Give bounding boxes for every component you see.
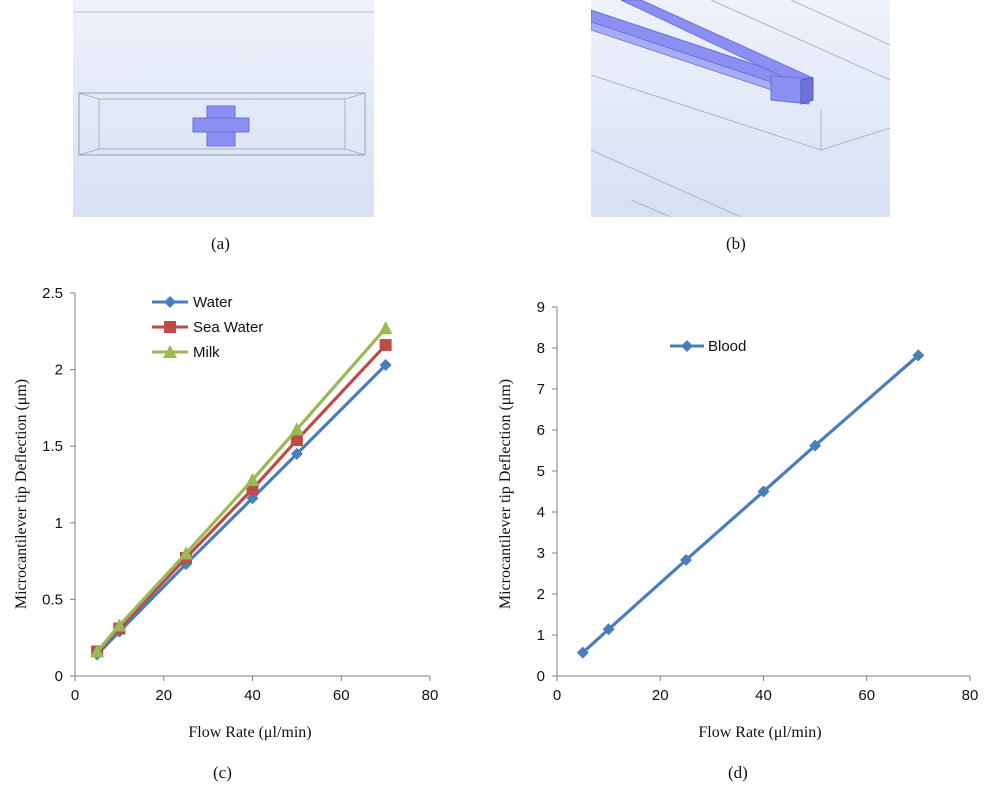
legend: Water Sea Water Milk — [152, 294, 263, 361]
x-tick-label: 60 — [333, 687, 350, 704]
legend-label-milk: Milk — [193, 344, 220, 361]
y-tick-label: 1 — [55, 515, 63, 532]
data-point-blood — [576, 646, 589, 659]
data-point-blood — [809, 439, 822, 452]
y-tick-label: 9 — [537, 299, 545, 316]
series-line-milk — [95, 327, 387, 653]
legend-item-milk: Milk — [152, 344, 220, 361]
caption-b: (b) — [726, 234, 746, 253]
legend-marker-milk — [163, 345, 177, 358]
legend-label-sea-water: Sea Water — [193, 319, 263, 336]
y-tick-label: 8 — [537, 340, 545, 357]
axes: 0 1 2 3 4 5 6 7 8 9 0 20 40 60 80 — [537, 299, 979, 704]
data-point-blood — [602, 623, 615, 636]
legend-label-blood: Blood — [708, 338, 746, 355]
x-tick-label: 80 — [422, 687, 439, 704]
series-milk — [90, 321, 393, 658]
data-point-milk — [245, 472, 260, 486]
y-tick-label: 3 — [537, 545, 545, 562]
x-tick-label: 20 — [652, 687, 669, 704]
data-point-milk — [112, 618, 127, 632]
y-tick-label: 6 — [537, 422, 545, 439]
data-point-blood — [912, 349, 925, 362]
data-point-sea-water — [379, 339, 392, 352]
y-tick-label: 1.5 — [42, 438, 63, 455]
legend-item-water: Water — [152, 294, 232, 311]
data-point-water — [290, 447, 303, 460]
legend-marker-water — [164, 296, 176, 308]
series-blood — [576, 349, 925, 659]
data-point-milk — [289, 422, 304, 436]
y-tick-label: 5 — [537, 463, 545, 480]
series-water — [91, 359, 392, 661]
data-point-sea-water — [290, 434, 303, 447]
series-line-blood — [581, 354, 920, 654]
y-axis-title: Microcantilever tip Deflection (μm) — [13, 379, 30, 609]
chart-deflection-blood: Blood Flow Rate (μl/min) Microcantilever… — [497, 299, 979, 741]
axes: 0 0.5 1 1.5 2 2.5 0 20 40 60 80 — [42, 285, 438, 704]
y-tick-label: 7 — [537, 381, 545, 398]
legend-marker-blood — [681, 340, 693, 352]
caption-a: (a) — [211, 234, 230, 253]
data-point-blood — [680, 553, 693, 566]
schematic-isometric-view — [591, 0, 890, 217]
series-sea-water — [91, 339, 392, 658]
caption-d: (d) — [728, 763, 748, 782]
y-tick-label: 0 — [55, 668, 63, 685]
y-tick-label: 1 — [537, 627, 545, 644]
data-point-milk — [178, 546, 193, 560]
x-tick-label: 40 — [244, 687, 261, 704]
chart-deflection-liquids: Water Sea Water Milk Flow Rate (μl/min) … — [13, 285, 438, 741]
y-axis-title: Microcantilever tip Deflection (μm) — [497, 379, 514, 609]
x-tick-label: 80 — [962, 687, 979, 704]
x-tick-label: 40 — [755, 687, 772, 704]
legend-label-water: Water — [193, 294, 232, 311]
legend-marker-sea-water — [164, 321, 176, 333]
schematic-front-view — [73, 0, 374, 217]
series-line-sea-water — [96, 343, 387, 653]
x-tick-label: 20 — [155, 687, 172, 704]
legend: Blood — [670, 338, 746, 355]
x-tick-label: 0 — [553, 687, 561, 704]
x-axis-title: Flow Rate (μl/min) — [188, 724, 311, 741]
x-tick-label: 0 — [71, 687, 79, 704]
x-axis-title: Flow Rate (μl/min) — [698, 724, 821, 741]
data-point-milk — [378, 321, 393, 335]
data-point-sea-water — [246, 483, 259, 496]
series-line-water — [96, 363, 387, 656]
y-tick-label: 2.5 — [42, 285, 63, 302]
legend-item-sea-water: Sea Water — [152, 319, 263, 336]
caption-c: (c) — [213, 763, 232, 782]
y-tick-label: 4 — [537, 504, 545, 521]
y-tick-label: 0 — [537, 668, 545, 685]
y-tick-label: 2 — [55, 362, 63, 379]
legend-item-blood: Blood — [670, 338, 746, 355]
data-point-water — [379, 359, 392, 372]
x-tick-label: 60 — [858, 687, 875, 704]
data-point-milk — [90, 644, 105, 658]
y-tick-label: 2 — [537, 586, 545, 603]
data-point-water — [246, 492, 259, 505]
data-point-blood — [757, 485, 770, 498]
y-tick-label: 0.5 — [42, 591, 63, 608]
